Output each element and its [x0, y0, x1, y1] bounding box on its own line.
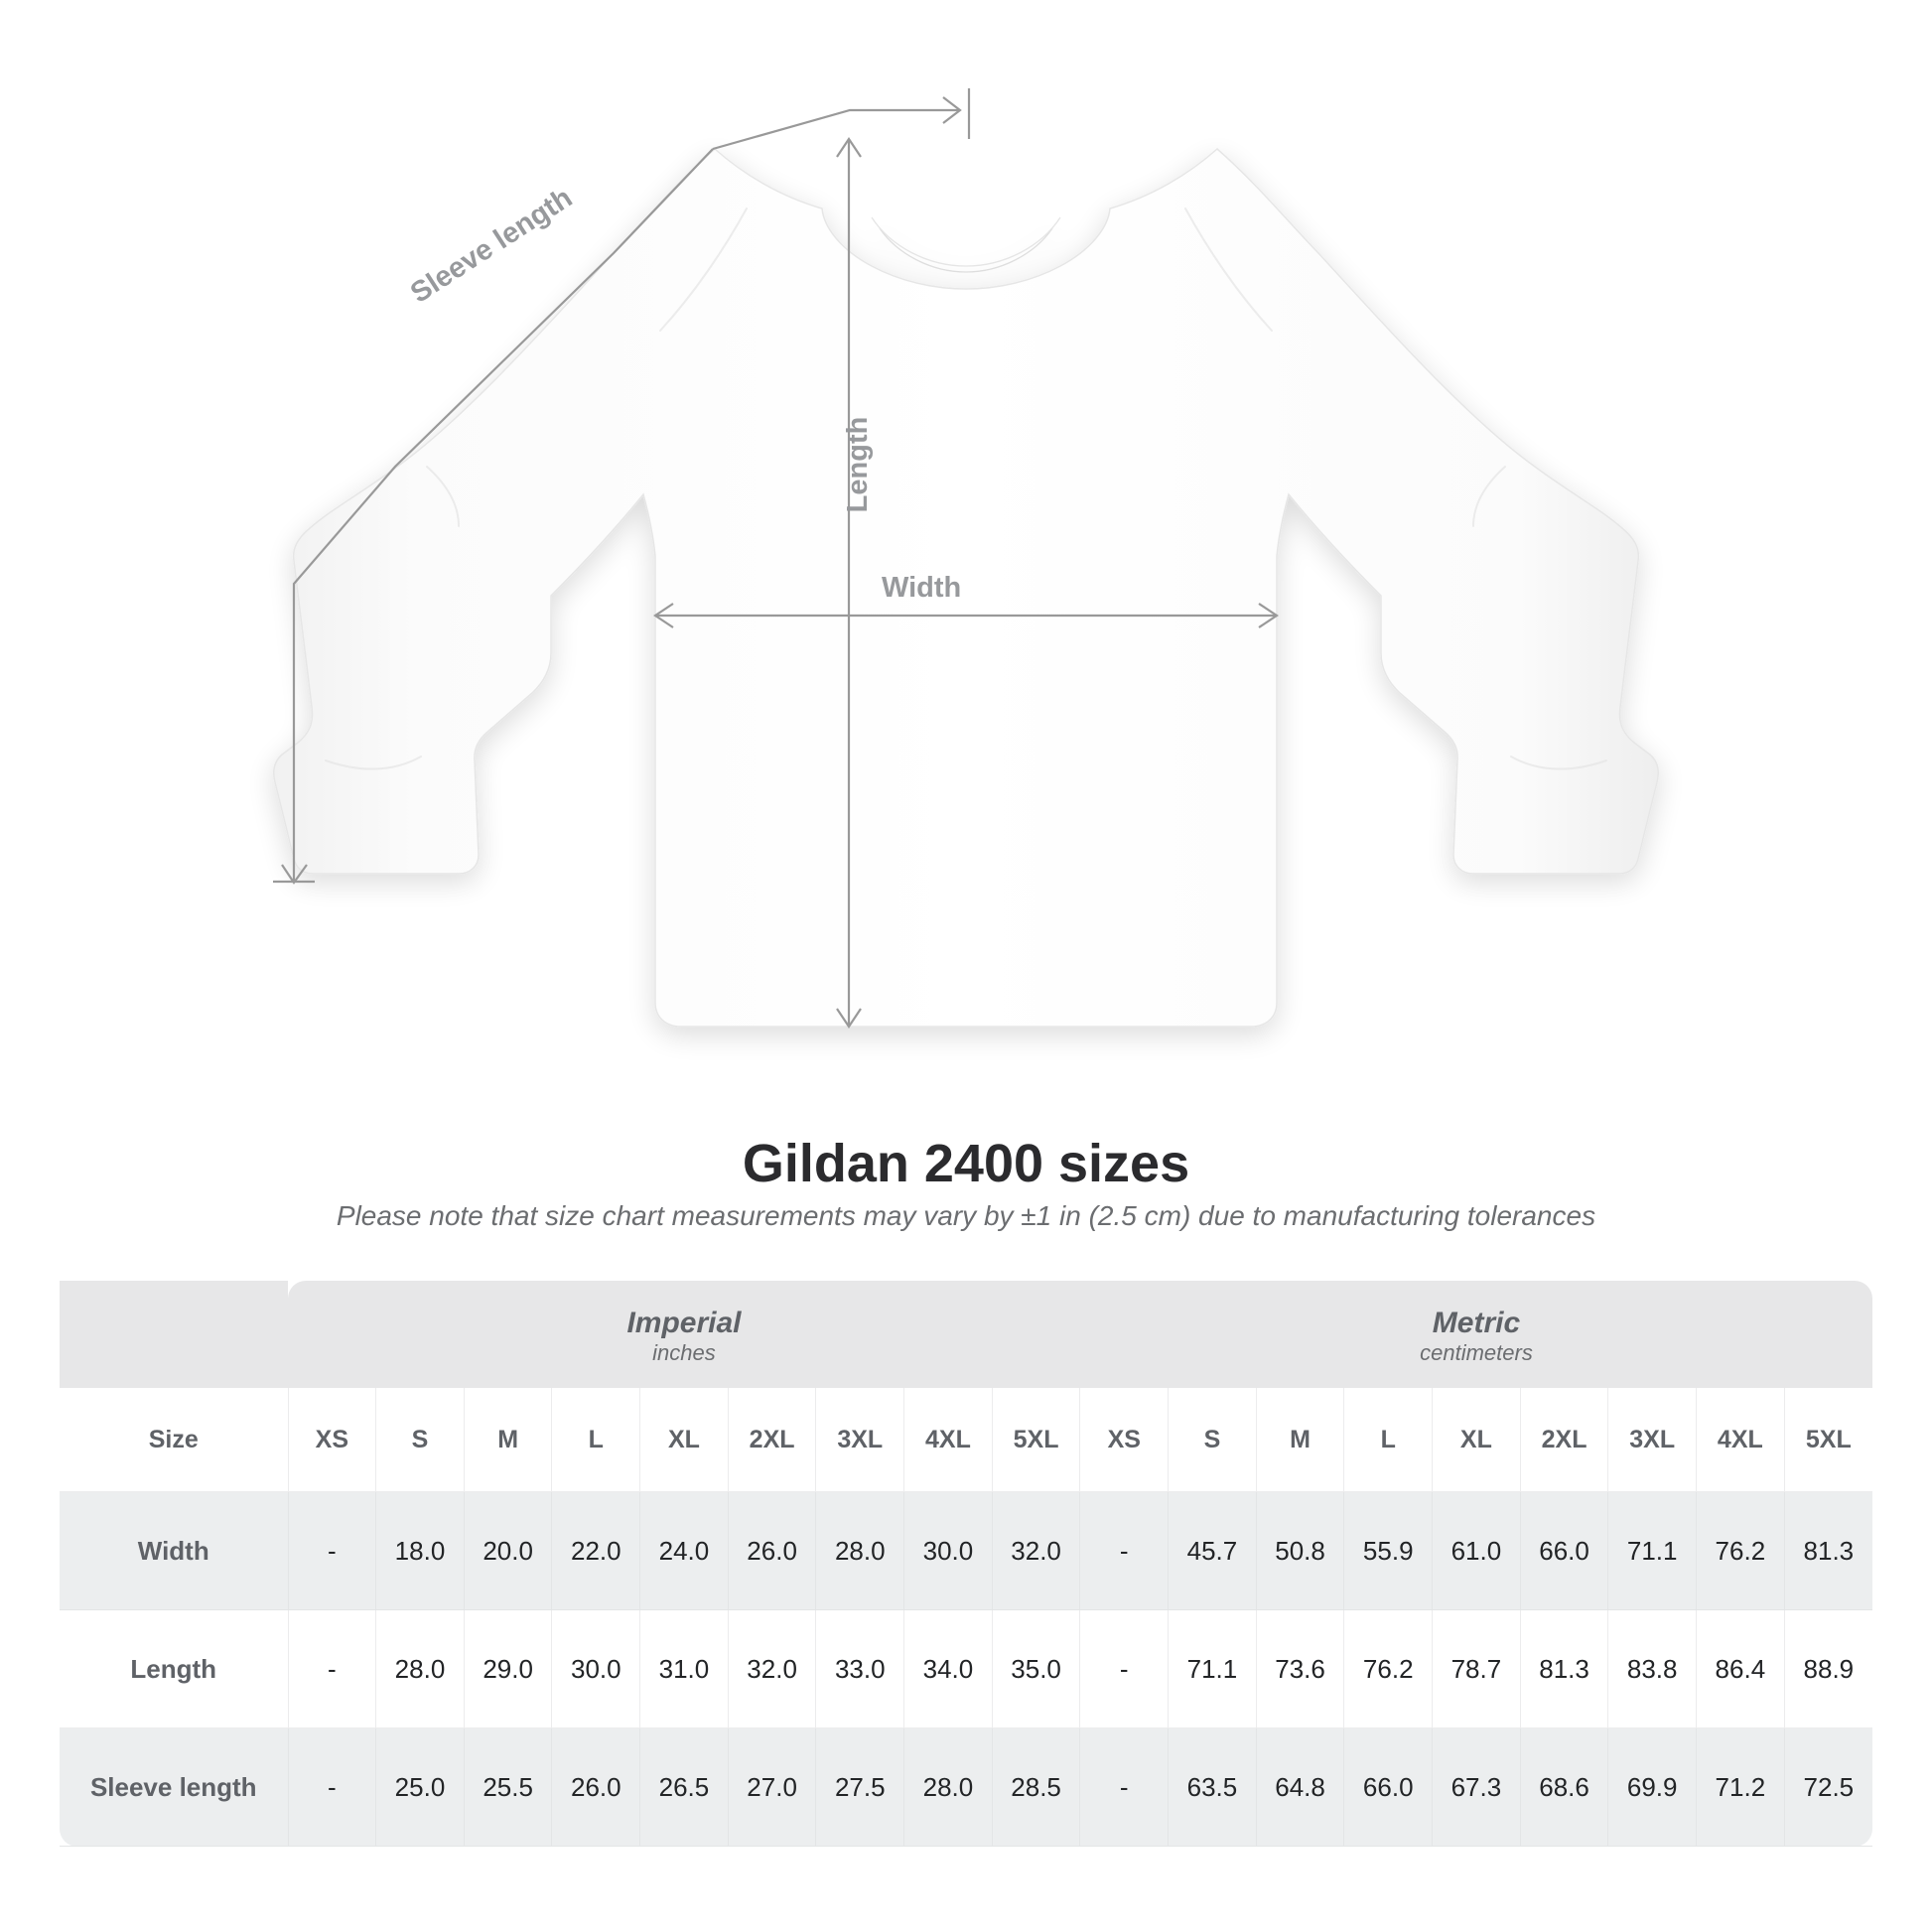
- svg-text:Width: Width: [882, 572, 961, 604]
- svg-text:Sleeve length: Sleeve length: [405, 182, 578, 310]
- svg-text:Length: Length: [842, 417, 874, 513]
